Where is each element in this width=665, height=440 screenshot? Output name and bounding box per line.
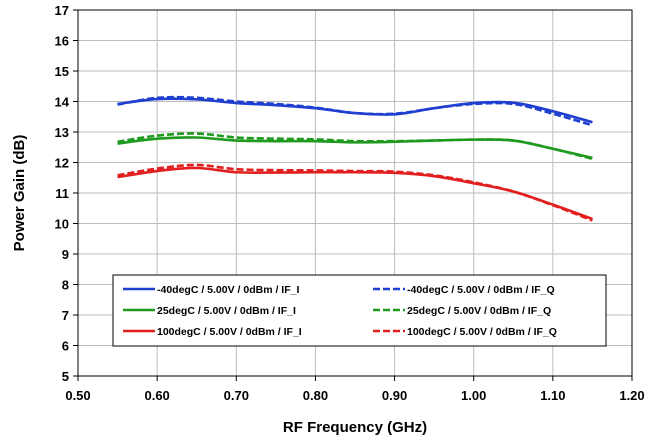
series-line-1 <box>117 97 593 124</box>
legend: -40degC / 5.00V / 0dBm / IF_I -40degC / 5… <box>112 274 607 347</box>
plot-area-frame <box>77 9 633 377</box>
x-tick-label: 0.90 <box>382 388 407 403</box>
legend-box <box>112 274 607 347</box>
x-tick-label: 0.70 <box>224 388 249 403</box>
legend-label: -40degC / 5.00V / 0dBm / IF_Q <box>407 284 555 296</box>
y-tick-label: 6 <box>62 339 69 354</box>
legend-label: 25degC / 5.00V / 0dBm / IF_I <box>157 305 296 317</box>
y-tick-label: 17 <box>55 3 69 18</box>
y-tick-label: 10 <box>55 217 69 232</box>
axis-ticks <box>73 9 633 381</box>
x-tick-label: 0.50 <box>65 388 90 403</box>
x-tick-label: 0.60 <box>144 388 169 403</box>
series-line-4 <box>117 132 593 161</box>
legend-label: 25degC / 5.00V / 0dBm / IF_Q <box>407 305 551 317</box>
y-tick-label: 9 <box>62 247 69 262</box>
x-tick-label: 1.00 <box>461 388 486 403</box>
y-tick-label: 12 <box>55 156 69 171</box>
y-tick-label: 7 <box>62 308 69 323</box>
x-tick-label: 0.80 <box>303 388 328 403</box>
series-lines <box>117 95 593 222</box>
y-tick-label: 15 <box>55 64 69 79</box>
legend-label: -40degC / 5.00V / 0dBm / IF_I <box>157 284 299 296</box>
y-tick-label: 14 <box>55 95 70 110</box>
x-tick-label: 1.10 <box>540 388 565 403</box>
x-tick-label: 1.20 <box>619 388 644 403</box>
y-tick-label: 5 <box>62 369 69 384</box>
y-tick-label: 13 <box>55 125 69 140</box>
x-axis-title: RF Frequency (GHz) <box>283 419 427 436</box>
y-tick-label: 11 <box>55 186 69 201</box>
legend-label: 100degC / 5.00V / 0dBm / IF_Q <box>407 326 557 338</box>
y-tick-label: 16 <box>55 34 69 49</box>
legend-label: 100degC / 5.00V / 0dBm / IF_I <box>157 326 302 338</box>
y-axis-title: Power Gain (dB) <box>11 135 28 252</box>
y-tick-label: 8 <box>62 278 69 293</box>
series-line-5 <box>117 166 593 221</box>
tick-labels: 0.50 0.60 0.70 0.80 0.90 1.00 1.10 1.20 5 6 7 8 9 10 1… <box>55 3 645 403</box>
